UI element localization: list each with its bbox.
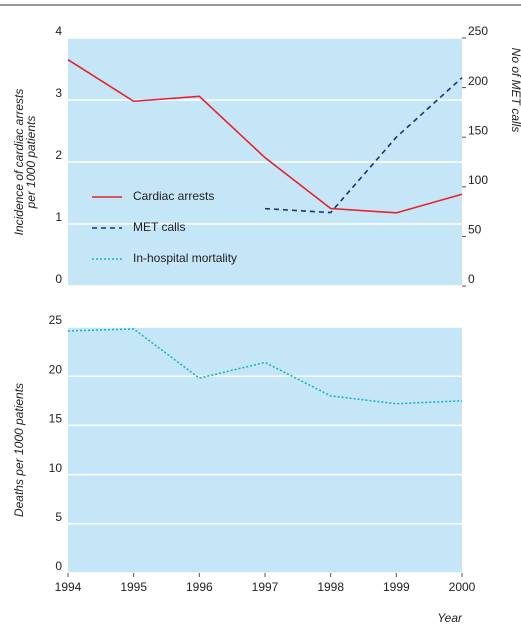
y-tick-label: 0 — [55, 559, 62, 573]
y2-tick-label: 50 — [468, 223, 482, 237]
series-line — [67, 328, 463, 405]
legend-label: MET calls — [133, 220, 185, 234]
y2-tick-label: 100 — [468, 173, 488, 187]
y2-tick-label: 0 — [468, 272, 475, 286]
y2-tick-label: 200 — [468, 74, 488, 88]
x-tick-label: 2000 — [449, 580, 476, 594]
y2-tick-label: 150 — [468, 123, 488, 137]
x-tick-label: 1999 — [383, 580, 410, 594]
x-tick-label: 1998 — [317, 580, 344, 594]
y2-tick-label: 250 — [468, 24, 488, 38]
y-tick-label: 15 — [49, 412, 63, 426]
series-line — [264, 77, 463, 214]
y-axis-label: per 1000 patients — [24, 116, 38, 210]
legend-label: In-hospital mortality — [133, 251, 237, 265]
plot-background — [68, 327, 462, 573]
y-axis-label: Deaths per 1000 patients — [12, 383, 26, 517]
y-axis-label: Incidence of cardiac arrests — [12, 89, 26, 236]
y-tick-label: 20 — [49, 362, 63, 376]
y-tick-label: 10 — [49, 461, 63, 475]
x-axis-label: Year — [437, 611, 463, 625]
y-tick-label: 0 — [55, 272, 62, 286]
y-tick-label: 25 — [49, 313, 63, 327]
x-tick-label: 1995 — [120, 580, 147, 594]
y-tick-label: 2 — [55, 148, 62, 162]
x-tick-label: 1996 — [186, 580, 213, 594]
y-tick-label: 3 — [55, 86, 62, 100]
y2-axis-label: No of MET calls — [509, 48, 521, 133]
x-tick-label: 1997 — [252, 580, 279, 594]
y-tick-label: 4 — [55, 24, 62, 38]
series-line — [67, 59, 463, 214]
y-tick-label: 1 — [55, 210, 62, 224]
y-tick-label: 5 — [55, 510, 62, 524]
x-tick-label: 1994 — [55, 580, 82, 594]
legend-label: Cardiac arrests — [133, 189, 214, 203]
